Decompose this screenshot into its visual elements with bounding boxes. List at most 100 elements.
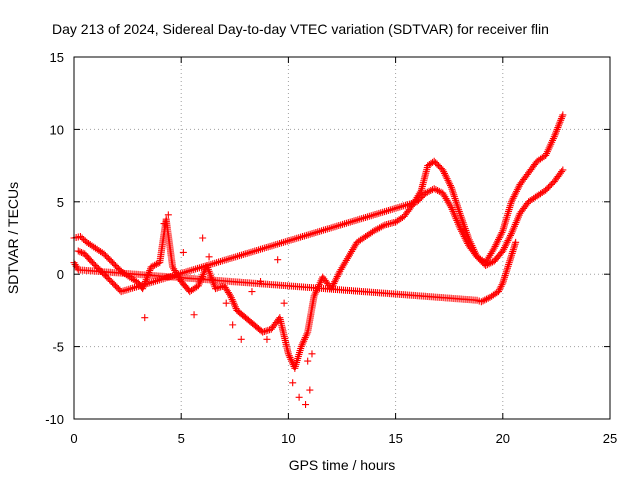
scatter-noise-point [295, 393, 303, 401]
x-axis-label: GPS time / hours [289, 457, 396, 473]
track-main-point [509, 194, 517, 202]
axis-ticks: 0 5 10 15 20 25 -10 -5 0 5 10 15 [45, 50, 617, 446]
track-main-point [264, 326, 272, 334]
y-tick-label: 0 [57, 267, 64, 282]
track-lower-point [482, 262, 490, 270]
track-lower-point [435, 187, 443, 195]
track-main-point [446, 182, 454, 190]
track-main-point [76, 233, 84, 241]
track-main-point [445, 178, 453, 186]
track-lower-point [506, 233, 514, 241]
track-lower-point [507, 231, 515, 239]
track-lower-point [504, 237, 512, 245]
track-lower-point [559, 166, 567, 174]
track-lower-point [430, 185, 438, 193]
track-lower-point [501, 242, 509, 250]
track-tail-point [481, 296, 489, 304]
track-main-point [260, 328, 268, 336]
scatter-noise-point [179, 248, 187, 256]
chart-title: Day 213 of 2024, Sidereal Day-to-day VTE… [52, 21, 549, 37]
scatter-noise-point [308, 350, 316, 358]
scatter-noise-point [229, 321, 237, 329]
track-tail-point [477, 298, 485, 306]
plot-frame [73, 56, 611, 420]
x-tick-label: 0 [70, 431, 77, 446]
track-main-point [491, 242, 499, 250]
scatter-noise-point [289, 379, 297, 387]
track-lower-point [503, 238, 511, 246]
track-tail-point [498, 281, 506, 289]
track-main-point [495, 235, 503, 243]
track-lower-point [501, 244, 509, 252]
track-lower-point [427, 187, 435, 195]
scatter-noise-point [222, 299, 230, 307]
track-tail-point [479, 297, 487, 305]
track-tail-point [497, 282, 505, 290]
track-main-point [331, 278, 339, 286]
track-tail-point [512, 238, 520, 246]
x-tick-label: 15 [388, 431, 402, 446]
track-main-point [152, 260, 160, 268]
y-tick-label: 15 [50, 50, 64, 65]
track-main-point [439, 166, 447, 174]
track-lower-point [499, 247, 507, 255]
track-lower-point [458, 229, 466, 237]
track-main-point [442, 173, 450, 181]
track-lower-point [483, 261, 491, 269]
y-tick-label: -10 [45, 412, 64, 427]
track-main-point [496, 232, 504, 240]
track-lower-point [487, 259, 495, 267]
track-lower-point [462, 236, 470, 244]
track-main-point [443, 175, 451, 183]
track-lower-point [423, 188, 431, 196]
scatter-noise-point [304, 357, 312, 365]
track-main-point [262, 327, 270, 335]
track-main-point [497, 230, 505, 238]
track-lower-point [456, 224, 464, 232]
track-main-point [147, 263, 155, 271]
track-main-point [330, 279, 338, 287]
scatter-noise-point [205, 253, 213, 261]
x-tick-label: 20 [496, 431, 510, 446]
track-main-point [508, 196, 516, 204]
track-lower-point [463, 238, 471, 246]
track-main-point [446, 180, 454, 188]
track-main-point [212, 285, 220, 293]
y-tick-label: 5 [57, 195, 64, 210]
track-main-point [440, 168, 448, 176]
track-main-point [494, 237, 502, 245]
track-main-point [498, 228, 506, 236]
track-tail-point [495, 288, 503, 296]
track-main-point [441, 171, 449, 179]
track-lower-point [432, 186, 440, 194]
track-main-point [334, 271, 342, 279]
scatter-noise-point [199, 234, 207, 242]
track-main-point [507, 198, 515, 206]
track-main-point [493, 239, 501, 247]
scatter-noise-point [280, 299, 288, 307]
track-lower-point [558, 168, 566, 176]
scatter-noise-point [274, 256, 282, 264]
track-lower-point [434, 187, 442, 195]
track-tail-point [495, 286, 503, 294]
scatter-noise-point [306, 386, 314, 394]
track-main-point [149, 262, 157, 270]
track-main-point [513, 187, 521, 195]
track-main-point [213, 284, 221, 292]
track-main-point [511, 191, 519, 199]
track-tail-point [483, 295, 491, 303]
track-lower-point [422, 189, 430, 197]
track-lower-point [458, 227, 466, 235]
x-tick-label: 5 [178, 431, 185, 446]
track-lower-point [76, 248, 84, 256]
track-lower-point [500, 245, 508, 253]
scatter-noise-point [248, 288, 256, 296]
track-main-point [332, 276, 340, 284]
track-main-point [335, 269, 343, 277]
track-main-point [492, 241, 500, 249]
track-main-point [495, 234, 503, 242]
scatter-noise-point [237, 335, 245, 343]
track-main-point [215, 284, 223, 292]
